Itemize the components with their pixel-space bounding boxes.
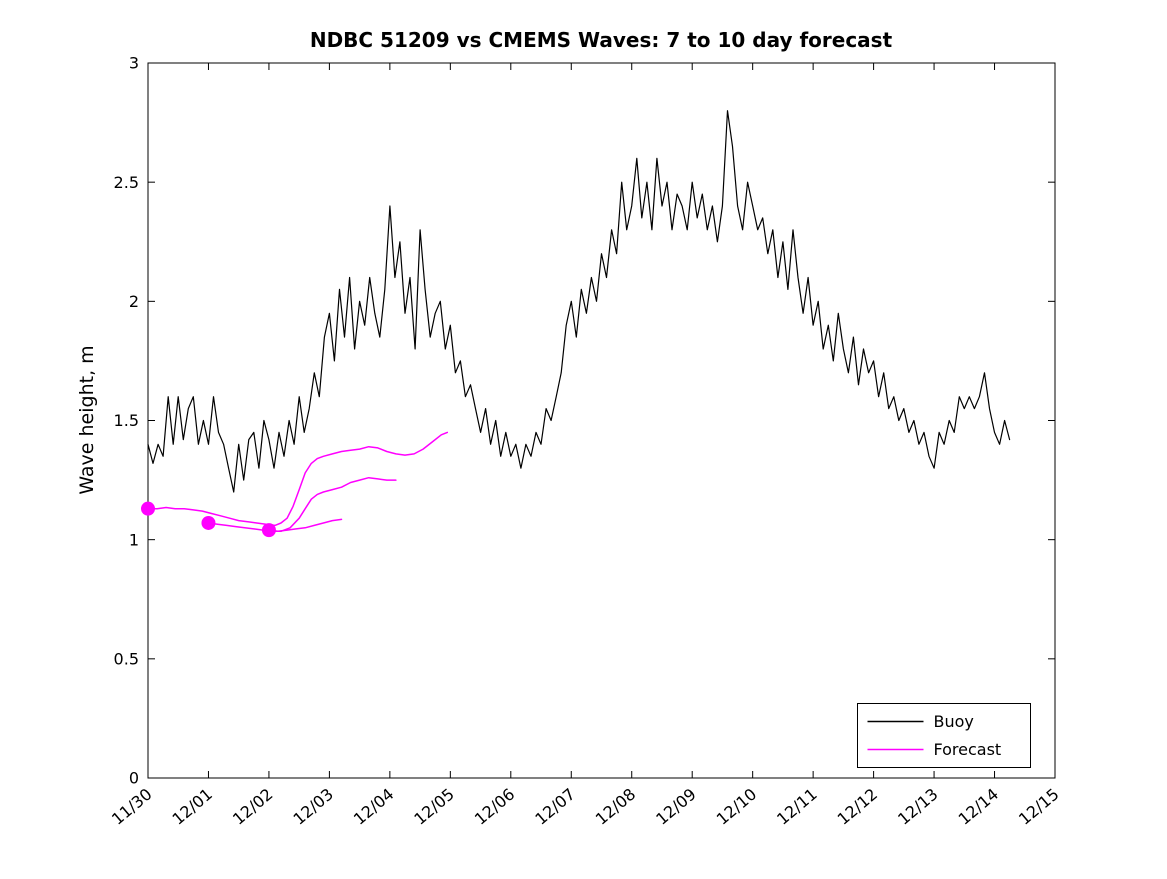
buoy-line bbox=[147, 110, 1011, 493]
x-tick-label: 12/05 bbox=[410, 785, 458, 829]
x-tick-label: 11/30 bbox=[108, 785, 156, 829]
y-axis-label: Wave height, m bbox=[76, 345, 98, 494]
legend-entry-label: Forecast bbox=[934, 740, 1002, 759]
y-tick-label: 0.5 bbox=[114, 649, 139, 668]
x-tick-label: 12/11 bbox=[773, 785, 821, 829]
forecast-start-marker bbox=[261, 523, 276, 538]
legend-entry-label: Buoy bbox=[934, 712, 974, 731]
y-tick-label: 2.5 bbox=[114, 173, 139, 192]
x-tick-label: 12/10 bbox=[713, 785, 761, 829]
x-tick-label: 12/02 bbox=[229, 785, 277, 829]
y-tick-label: 2 bbox=[129, 292, 139, 311]
chart-title: NDBC 51209 vs CMEMS Waves: 7 to 10 day f… bbox=[310, 28, 893, 52]
x-tick-label: 12/12 bbox=[834, 785, 882, 829]
x-tick-label: 12/04 bbox=[350, 785, 398, 829]
forecast-start-marker bbox=[141, 501, 155, 516]
x-tick-label: 12/13 bbox=[894, 785, 942, 829]
forecast-start-markers bbox=[141, 501, 276, 538]
x-tick-label: 12/09 bbox=[652, 785, 700, 829]
x-tick-label: 12/06 bbox=[471, 785, 519, 829]
y-tick-label: 1 bbox=[129, 530, 139, 549]
x-tick-label: 12/15 bbox=[1015, 785, 1063, 829]
x-tick-label: 12/08 bbox=[592, 785, 640, 829]
x-tick-label: 12/03 bbox=[289, 785, 337, 829]
y-axis: 0 0.5 1 1.5 2 2.5 3 bbox=[114, 54, 1055, 788]
x-tick-label: 12/07 bbox=[531, 785, 579, 829]
forecast-line bbox=[207, 476, 397, 533]
legend: Buoy Forecast bbox=[857, 703, 1031, 768]
plot-area: 11/30 12/01 12/02 12/03 12/04 12/05 12/06 12/07… bbox=[108, 54, 1063, 829]
y-tick-label: 1.5 bbox=[114, 411, 139, 430]
forecast-line bbox=[268, 518, 343, 533]
axes bbox=[147, 62, 1056, 779]
y-tick-label: 0 bbox=[129, 769, 139, 788]
y-tick-label: 3 bbox=[129, 54, 139, 73]
forecast-line bbox=[147, 431, 449, 527]
forecast-start-marker bbox=[201, 515, 216, 530]
x-tick-label: 12/01 bbox=[169, 785, 217, 829]
x-tick-label: 12/14 bbox=[955, 785, 1003, 829]
